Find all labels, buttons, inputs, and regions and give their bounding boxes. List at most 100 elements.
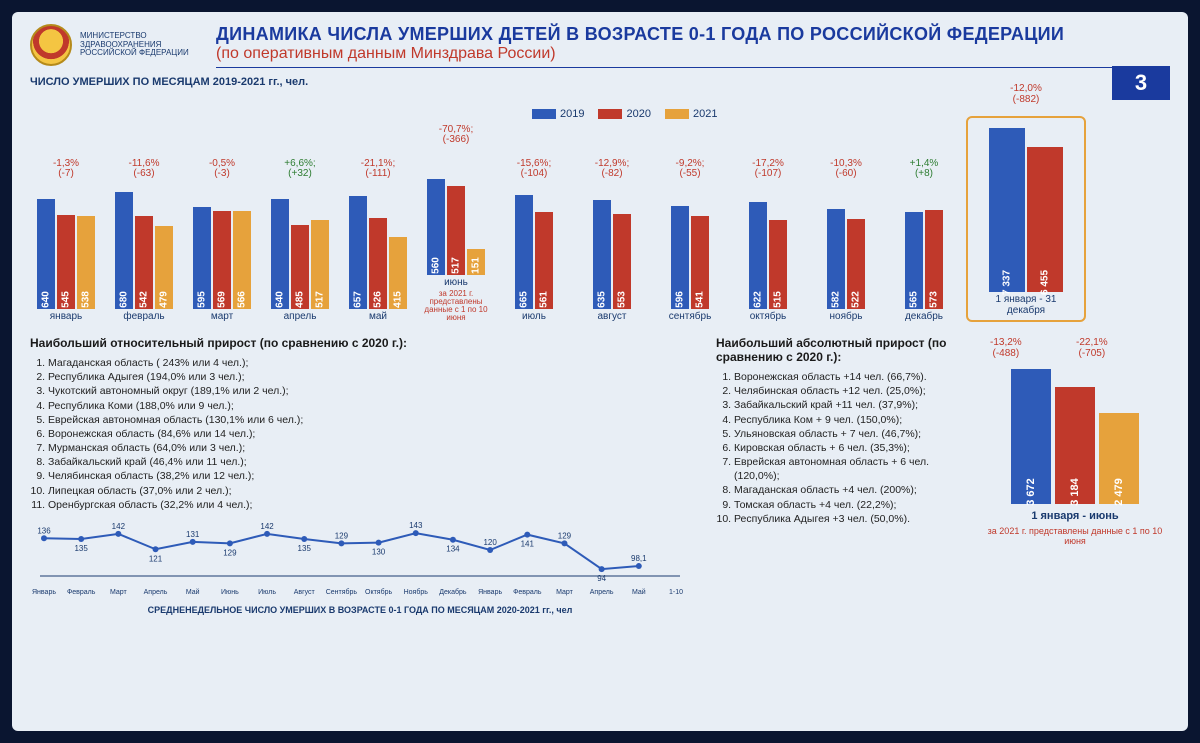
bar: 569 bbox=[213, 211, 231, 309]
bar-value: 3 184 bbox=[1069, 478, 1081, 506]
point-marker bbox=[115, 531, 121, 537]
weekly-title: СРЕДНЕНЕДЕЛЬНОЕ ЧИСЛО УМЕРШИХ В ВОЗРАСТЕ… bbox=[30, 605, 690, 615]
point-value: 141 bbox=[521, 539, 535, 548]
point-value: 135 bbox=[298, 544, 312, 553]
bar-annotation: -15,6%;(-104) bbox=[517, 159, 551, 180]
bar-value: 542 bbox=[139, 291, 150, 308]
list-items: Магаданская область ( 243% или 4 чел.);Р… bbox=[30, 356, 690, 512]
list-title: Наибольший абсолютный прирост (по сравне… bbox=[716, 336, 954, 364]
point-value: 142 bbox=[260, 522, 274, 531]
emblem-icon bbox=[30, 24, 72, 66]
point-value: 143 bbox=[409, 521, 423, 530]
bar-annotation: -12,9%;(-82) bbox=[595, 159, 629, 180]
legend-item: 2020 bbox=[598, 108, 650, 120]
lists-row: Наибольший относительный прирост (по сра… bbox=[30, 336, 1170, 615]
bar-group: 657526415 bbox=[349, 189, 407, 309]
month-label: июль bbox=[522, 312, 546, 323]
bar: 7 337 bbox=[989, 128, 1025, 292]
list-item: Республика Адыгея (194,0% или 3 чел.); bbox=[48, 370, 690, 384]
bar: 542 bbox=[135, 216, 153, 309]
total-label: 1 января - 31 декабря bbox=[976, 295, 1076, 316]
bar-group: 640485517 bbox=[271, 189, 329, 309]
month-label: декабрь bbox=[905, 312, 943, 323]
bar: 640 bbox=[37, 199, 55, 309]
x-tick-label: Июнь bbox=[221, 589, 239, 596]
bar-annotation: -12,0%(-882) bbox=[1010, 84, 1042, 105]
bar: 522 bbox=[847, 219, 865, 308]
list-item: Воронежская область (84,6% или 14 чел.); bbox=[48, 427, 690, 441]
month-group: -12,9%;(-82)635553август bbox=[576, 189, 648, 323]
list-item: Чукотский автономный округ (189,1% или 2… bbox=[48, 384, 690, 398]
x-tick-label: Февраль bbox=[513, 589, 542, 596]
point-marker bbox=[413, 530, 419, 536]
point-value: 129 bbox=[558, 531, 572, 540]
bar: 151 bbox=[467, 249, 485, 275]
point-value: 142 bbox=[112, 522, 126, 531]
list-item: Мурманская область (64,0% или 3 чел.); bbox=[48, 441, 690, 455]
x-tick-label: Апрель bbox=[590, 589, 614, 596]
point-marker bbox=[264, 531, 270, 537]
bar-value: 541 bbox=[695, 291, 706, 308]
bar: 640 bbox=[271, 199, 289, 309]
annot: -13,2%(-488) bbox=[990, 338, 1022, 359]
bar-annotation: -70,7%;(-366) bbox=[439, 125, 473, 146]
list-item: Липецкая область (37,0% или 2 чел.); bbox=[48, 484, 690, 498]
title-block: ДИНАМИКА ЧИСЛА УМЕРШИХ ДЕТЕЙ В ВОЗРАСТЕ … bbox=[216, 24, 1170, 74]
point-marker bbox=[153, 546, 159, 552]
month-group: -15,6%;(-104)665561июль bbox=[498, 189, 570, 323]
slide: МИНИСТЕРСТВО ЗДРАВООХРАНЕНИЯ РОССИЙСКОЙ … bbox=[12, 12, 1188, 731]
bar: 622 bbox=[749, 202, 767, 309]
point-value: 120 bbox=[483, 538, 497, 547]
bar-annotation: -0,5%(-3) bbox=[209, 159, 235, 180]
bar-value: 545 bbox=[61, 291, 72, 308]
x-tick-label: Январь bbox=[478, 589, 502, 596]
bar-group: 595569566 bbox=[193, 189, 251, 309]
month-label: март bbox=[211, 312, 233, 323]
absolute-list: Наибольший абсолютный прирост (по сравне… bbox=[716, 336, 954, 615]
point-marker bbox=[301, 536, 307, 542]
point-marker bbox=[524, 531, 530, 537]
month-label: апрель bbox=[284, 312, 317, 323]
page-subtitle: (по оперативным данным Минздрава России) bbox=[216, 45, 1170, 63]
month-group: -9,2%;(-55)596541сентябрь bbox=[654, 189, 726, 323]
list-items: Воронежская область +14 чел. (66,7%).Чел… bbox=[716, 370, 954, 526]
weekly-line-chart: 136Январь135Февраль142Март121Апрель131Ма… bbox=[30, 520, 690, 615]
list-item: Челябинская область +12 чел. (25,0%); bbox=[734, 384, 954, 398]
list-item: Магаданская область ( 243% или 4 чел.); bbox=[48, 356, 690, 370]
ministry-text: МИНИСТЕРСТВО ЗДРАВООХРАНЕНИЯ РОССИЙСКОЙ … bbox=[80, 32, 189, 58]
list-title: Наибольший относительный прирост (по сра… bbox=[30, 336, 690, 350]
month-label: февраль bbox=[123, 312, 164, 323]
half-year-bars: -13,2%(-488) -22,1%(-705) 3 6723 1842 47… bbox=[980, 364, 1170, 504]
point-marker bbox=[41, 535, 47, 541]
point-value: 130 bbox=[372, 548, 386, 557]
bar-value: 415 bbox=[393, 291, 404, 308]
legend-item: 2021 bbox=[665, 108, 717, 120]
x-tick-label: Август bbox=[294, 589, 316, 596]
legend-swatch bbox=[532, 109, 556, 119]
bar-annotation: -10,3%(-60) bbox=[830, 159, 862, 180]
point-value: 98,1 bbox=[631, 554, 647, 563]
x-tick-label: Март bbox=[110, 589, 128, 596]
point-value: 135 bbox=[74, 544, 88, 553]
list-item: Челябинская область (38,2% или 12 чел.); bbox=[48, 469, 690, 483]
bar-value: 680 bbox=[119, 291, 130, 308]
point-value: 129 bbox=[223, 548, 237, 557]
half-year-note: за 2021 г. представлены данные с 1 по 10… bbox=[980, 526, 1170, 546]
bar: 565 bbox=[905, 212, 923, 309]
x-tick-label: Май bbox=[632, 588, 646, 596]
month-group: -0,5%(-3)595569566март bbox=[186, 189, 258, 323]
point-value: 134 bbox=[446, 545, 460, 554]
point-marker bbox=[561, 540, 567, 546]
bar: 573 bbox=[925, 210, 943, 308]
bar-value: 485 bbox=[295, 291, 306, 308]
legend: 2019 2020 2021 bbox=[532, 108, 717, 120]
bar: 3 184 bbox=[1055, 387, 1095, 504]
page-number: 3 bbox=[1112, 66, 1170, 100]
page-title: ДИНАМИКА ЧИСЛА УМЕРШИХ ДЕТЕЙ В ВОЗРАСТЕ … bbox=[216, 24, 1170, 45]
bar-value: 538 bbox=[81, 291, 92, 308]
bar: 2 479 bbox=[1099, 413, 1139, 504]
bar-value: 595 bbox=[197, 291, 208, 308]
bar-value: 522 bbox=[851, 291, 862, 308]
total-group: -12,0%(-882)7 3376 4551 января - 31 дека… bbox=[966, 116, 1086, 322]
x-tick-label: 1-10 bbox=[669, 589, 683, 596]
